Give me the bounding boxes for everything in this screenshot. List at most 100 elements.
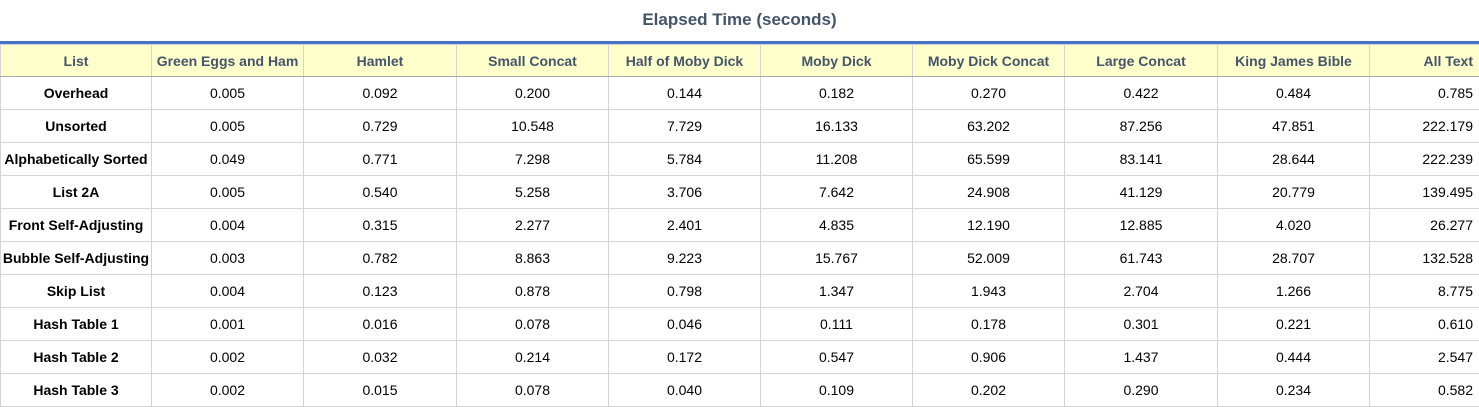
table-cell: 0.005 [152, 77, 304, 110]
row-label: Alphabetically Sorted [1, 143, 152, 176]
column-header-list: List [1, 45, 152, 77]
table-cell: 0.172 [609, 341, 761, 374]
table-cell: 87.256 [1065, 110, 1218, 143]
table-cell: 0.040 [609, 374, 761, 407]
table-cell: 1.437 [1065, 341, 1218, 374]
table-cell: 63.202 [913, 110, 1065, 143]
row-label: Skip List [1, 275, 152, 308]
column-header: Moby Dick Concat [913, 45, 1065, 77]
column-header: Moby Dick [761, 45, 913, 77]
table-cell: 0.221 [1218, 308, 1370, 341]
table-cell: 0.182 [761, 77, 913, 110]
table-cell: 0.078 [457, 308, 609, 341]
table-cell: 0.547 [761, 341, 913, 374]
table-cell: 8.775 [1370, 275, 1479, 308]
table-cell: 0.315 [304, 209, 457, 242]
table-cell: 0.016 [304, 308, 457, 341]
table-cell: 0.003 [152, 242, 304, 275]
column-header: King James Bible [1218, 45, 1370, 77]
row-label: Hash Table 3 [1, 374, 152, 407]
table-cell: 3.706 [609, 176, 761, 209]
table-cell: 0.729 [304, 110, 457, 143]
table-cell: 0.214 [457, 341, 609, 374]
table-cell: 0.582 [1370, 374, 1479, 407]
table-cell: 0.422 [1065, 77, 1218, 110]
column-header: All Text [1370, 45, 1479, 77]
column-header: Small Concat [457, 45, 609, 77]
table-cell: 4.020 [1218, 209, 1370, 242]
table-cell: 10.548 [457, 110, 609, 143]
table-cell: 0.782 [304, 242, 457, 275]
table-cell: 28.644 [1218, 143, 1370, 176]
row-label: Unsorted [1, 110, 152, 143]
table-cell: 47.851 [1218, 110, 1370, 143]
table-cell: 9.223 [609, 242, 761, 275]
table-title: Elapsed Time (seconds) [0, 0, 1479, 40]
table-cell: 0.878 [457, 275, 609, 308]
table-cell: 0.771 [304, 143, 457, 176]
table-cell: 0.540 [304, 176, 457, 209]
table-cell: 0.005 [152, 110, 304, 143]
table-cell: 0.785 [1370, 77, 1479, 110]
table-cell: 24.908 [913, 176, 1065, 209]
table-cell: 2.401 [609, 209, 761, 242]
table-cell: 2.704 [1065, 275, 1218, 308]
table-cell: 83.141 [1065, 143, 1218, 176]
table-cell: 222.239 [1370, 143, 1479, 176]
column-header: Half of Moby Dick [609, 45, 761, 77]
table-cell: 7.298 [457, 143, 609, 176]
table-cell: 7.729 [609, 110, 761, 143]
table-cell: 26.277 [1370, 209, 1479, 242]
table-cell: 0.270 [913, 77, 1065, 110]
row-label: Hash Table 2 [1, 341, 152, 374]
table-cell: 61.743 [1065, 242, 1218, 275]
table-cell: 0.906 [913, 341, 1065, 374]
column-header: Green Eggs and Ham [152, 45, 304, 77]
table-cell: 0.078 [457, 374, 609, 407]
table-cell: 52.009 [913, 242, 1065, 275]
row-label: Hash Table 1 [1, 308, 152, 341]
table-cell: 41.129 [1065, 176, 1218, 209]
table-cell: 7.642 [761, 176, 913, 209]
table-cell: 28.707 [1218, 242, 1370, 275]
table-cell: 0.202 [913, 374, 1065, 407]
table-cell: 8.863 [457, 242, 609, 275]
table-cell: 0.015 [304, 374, 457, 407]
table-cell: 5.784 [609, 143, 761, 176]
table-cell: 12.885 [1065, 209, 1218, 242]
table-cell: 20.779 [1218, 176, 1370, 209]
column-header: Hamlet [304, 45, 457, 77]
table-cell: 0.178 [913, 308, 1065, 341]
table-cell: 0.484 [1218, 77, 1370, 110]
table-cell: 0.032 [304, 341, 457, 374]
table-cell: 0.444 [1218, 341, 1370, 374]
table-cell: 0.301 [1065, 308, 1218, 341]
table-cell: 11.208 [761, 143, 913, 176]
table-cell: 0.002 [152, 374, 304, 407]
table-cell: 0.234 [1218, 374, 1370, 407]
table-cell: 0.798 [609, 275, 761, 308]
table-cell: 0.109 [761, 374, 913, 407]
table-cell: 0.144 [609, 77, 761, 110]
table-cell: 0.123 [304, 275, 457, 308]
table-cell: 0.046 [609, 308, 761, 341]
table-cell: 2.277 [457, 209, 609, 242]
table-cell: 0.004 [152, 275, 304, 308]
table-cell: 5.258 [457, 176, 609, 209]
table-cell: 65.599 [913, 143, 1065, 176]
table-cell: 222.179 [1370, 110, 1479, 143]
table-cell: 0.092 [304, 77, 457, 110]
table-cell: 0.610 [1370, 308, 1479, 341]
table-cell: 139.495 [1370, 176, 1479, 209]
